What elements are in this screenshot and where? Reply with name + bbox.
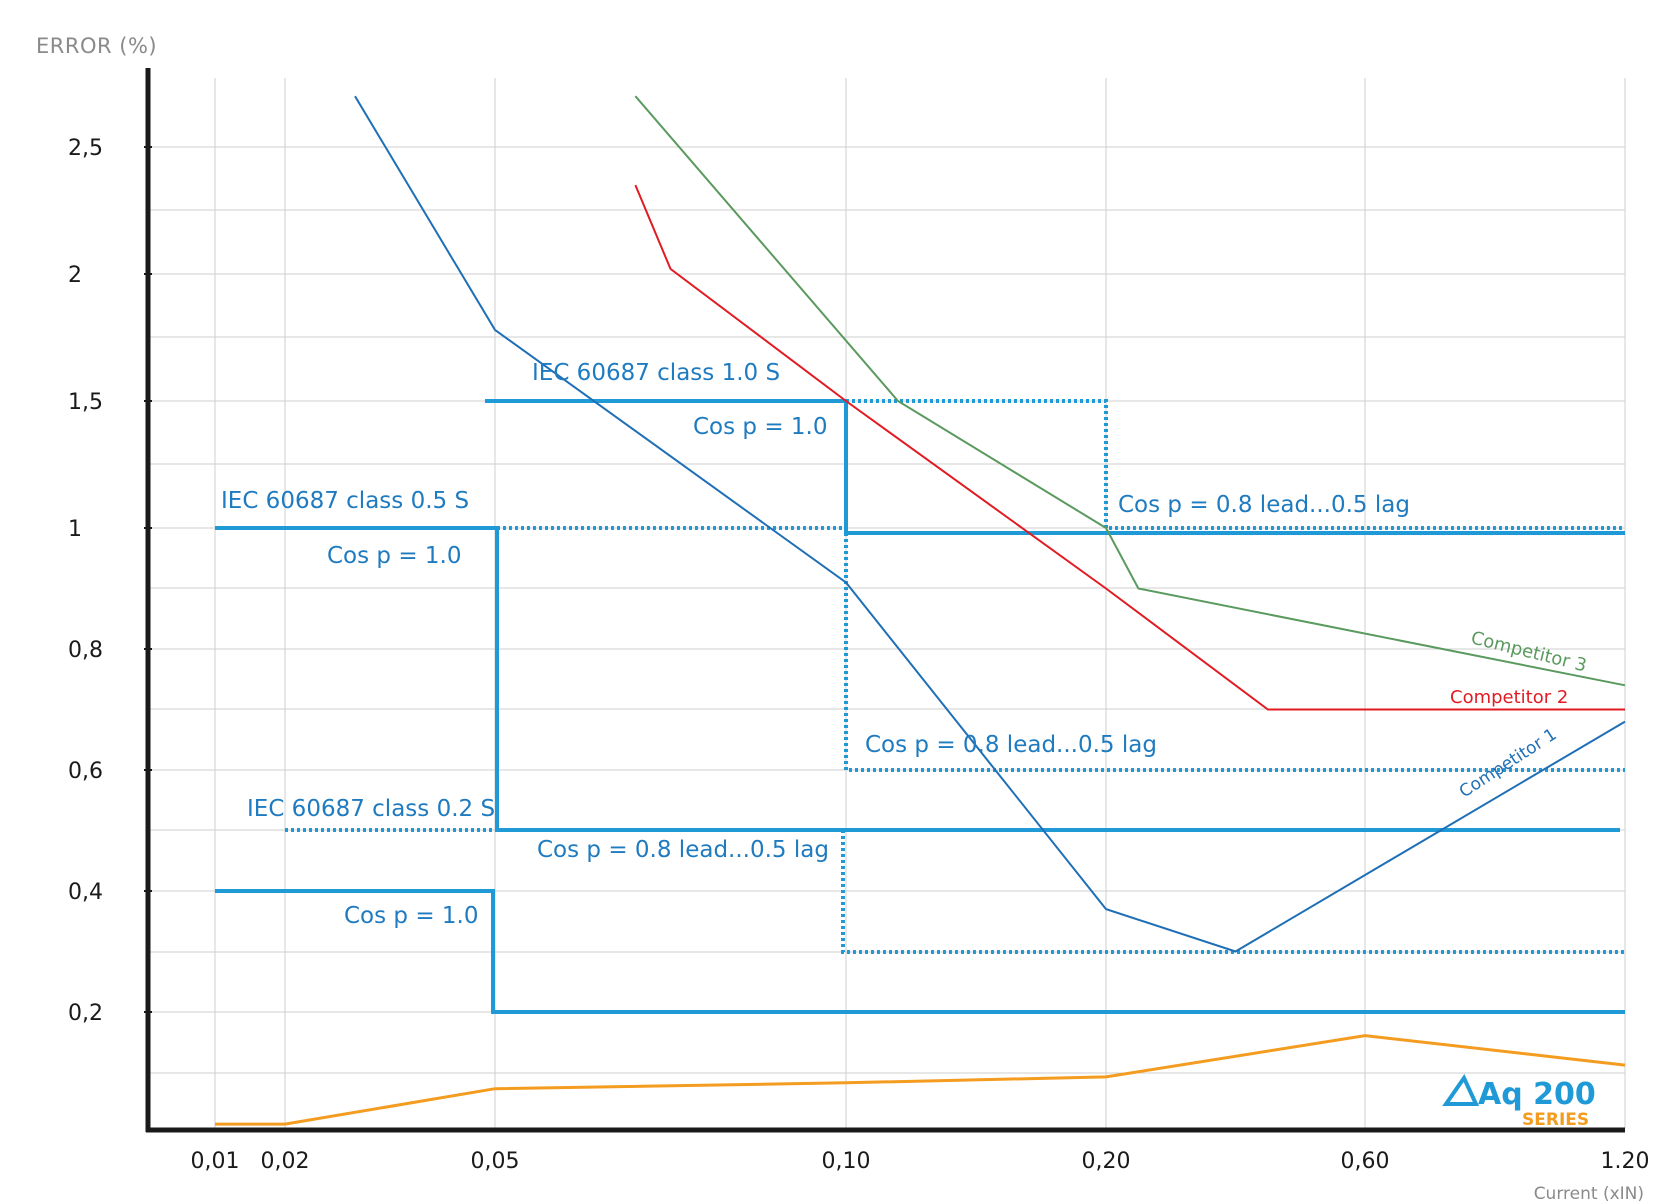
limit-class-0-5-cos1 (215, 528, 1620, 830)
chart-ticks: 0,2 0,4 0,6 0,8 1 1,5 2 2,5 0,01 0,02 0,05 0,10 0,20… (68, 136, 1649, 1174)
label-class-0-2-cos1: Cos p = 1.0 (344, 903, 479, 929)
x-tick-label: 0,05 (471, 1149, 520, 1174)
x-tick-label: 0,20 (1082, 1149, 1131, 1174)
x-tick-label: 0,60 (1341, 1149, 1390, 1174)
limit-class-1-0-cos1 (485, 401, 1625, 533)
y-tick-label: 0,6 (68, 759, 103, 784)
x-tick-label: 0,02 (261, 1149, 310, 1174)
x-tick-label: 1.20 (1601, 1149, 1650, 1174)
y-tick-label: 0,8 (68, 638, 103, 663)
series-line-competitor-3 (635, 96, 1625, 685)
label-competitor-2: Competitor 2 (1450, 687, 1568, 708)
label-class-0-5-s: IEC 60687 class 0.5 S (221, 488, 469, 514)
chart-labels: IEC 60687 class 1.0 S Cos p = 1.0 Cos p = … (221, 360, 1589, 929)
label-class-1-0-cos08: Cos p = 0.8 lead...0.5 lag (1118, 492, 1410, 518)
data-series (215, 96, 1625, 1124)
x-tick-label: 0,10 (822, 1149, 871, 1174)
y-tick-label: 0,4 (68, 880, 103, 905)
logo-mark-icon (1446, 1078, 1476, 1104)
label-class-0-2-s: IEC 60687 class 0.2 S (247, 796, 495, 822)
y-tick-label: 2 (68, 263, 82, 288)
y-tick-label: 1,5 (68, 390, 103, 415)
label-class-0-5-cos1: Cos p = 1.0 (327, 543, 462, 569)
series-line-competitor-1 (355, 96, 1625, 951)
x-tick-label: 0,01 (191, 1149, 240, 1174)
y-tick-label: 1 (68, 517, 82, 542)
label-class-1-0-s: IEC 60687 class 1.0 S (532, 360, 780, 386)
label-class-0-2-cos08: Cos p = 0.8 lead...0.5 lag (537, 837, 829, 863)
y-tick-label: 0,2 (68, 1001, 103, 1026)
y-tick-label: 2,5 (68, 136, 103, 161)
logo-text: Aq 200 (1478, 1077, 1596, 1112)
label-class-0-5-cos08: Cos p = 0.8 lead...0.5 lag (865, 732, 1157, 758)
series-line-product (215, 1036, 1625, 1125)
label-class-1-0-cos1: Cos p = 1.0 (693, 414, 828, 440)
label-competitor-3: Competitor 3 (1469, 627, 1589, 676)
chart-axes (144, 68, 1625, 1132)
chart-grid (150, 78, 1625, 1128)
logo-sub-text: SERIES (1522, 1110, 1589, 1130)
